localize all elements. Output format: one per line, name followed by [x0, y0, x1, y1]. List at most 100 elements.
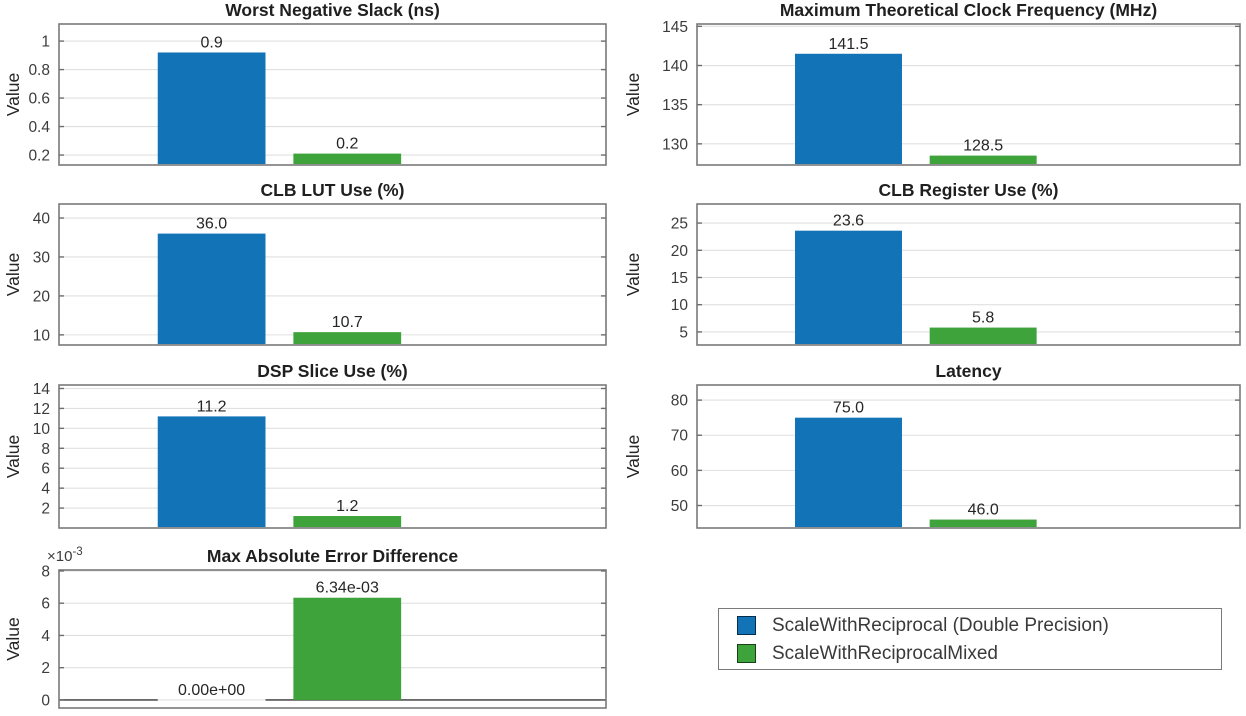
- y-axis-label: Value: [3, 435, 23, 478]
- y-tick-label: 10: [671, 297, 689, 314]
- chart-title: DSP Slice Use (%): [257, 361, 407, 381]
- bar-value-label: 6.34e-03: [316, 580, 379, 597]
- y-tick-label: 20: [671, 243, 689, 260]
- y-tick-label: 0.8: [28, 62, 50, 79]
- plot-box: [58, 203, 607, 346]
- subplot-worst-negative-slack: 0.9 0.2 0.2 0.4 0.6 0.8 1 Worst Negative Slack …: [0, 0, 620, 180]
- subplot-dsp-slice-use: 11.2 1.2 2 4 6 8 10 12 14 DSP Slice Use (%) Value: [0, 360, 620, 540]
- y-axis-label: Value: [3, 617, 23, 660]
- bar-scalewithreciprocalmixed: [293, 597, 402, 700]
- legend-swatch-series2-icon: [737, 643, 756, 663]
- y-axis-label: Value: [3, 73, 23, 116]
- plot-box: [696, 384, 1241, 529]
- y-tick-label: 10: [33, 327, 51, 344]
- plot-box: [58, 384, 607, 529]
- legend-entry-series2: ScaleWithReciprocalMixed: [737, 641, 1221, 665]
- y-tick-label: 40: [33, 211, 51, 228]
- y-axis-exponent-label: ×10-3: [47, 546, 83, 565]
- bar-value-label: 75.0: [833, 400, 864, 417]
- y-tick-label: 30: [33, 249, 51, 266]
- bar-scalewithreciprocalmixed: [293, 516, 402, 528]
- bar-value-label: 46.0: [968, 502, 999, 519]
- bar-scalewithreciprocalmixed: [293, 153, 402, 165]
- bar-scalewithreciprocalmixed: [293, 332, 402, 345]
- bar-scalewithreciprocal: [795, 53, 902, 165]
- y-tick-label: 25: [671, 216, 688, 233]
- y-tick-label: 135: [662, 97, 688, 114]
- y-tick-label: 8: [41, 441, 50, 458]
- bar-value-label: 0.00e+00: [178, 682, 245, 699]
- subplot-max-clock-frequency: 141.5 128.5 130 135 140 145 Maximum Theoretica…: [620, 0, 1246, 180]
- chart-title: Maximum Theoretical Clock Frequency (MHz…: [780, 0, 1157, 20]
- chart-title: Worst Negative Slack (ns): [225, 0, 440, 20]
- y-tick-label: 14: [33, 381, 51, 398]
- y-tick-label: 140: [662, 58, 688, 75]
- bar-value-label: 141.5: [828, 36, 868, 53]
- bar-scalewithreciprocal: [157, 52, 266, 165]
- y-axis-label: Value: [623, 253, 643, 296]
- chart-svg: 141.5 128.5 130 135 140 145 Maximum Theoretica…: [623, 0, 1241, 166]
- bar-value-label: 5.8: [972, 310, 994, 327]
- plot-box: [696, 203, 1241, 346]
- bar-value-label: 23.6: [833, 213, 864, 230]
- y-tick-label: 15: [671, 270, 688, 287]
- subplot-latency: 75.0 46.0 50 60 70 80 Latency Value: [620, 360, 1246, 540]
- bar-value-label: 1.2: [336, 498, 358, 515]
- subplot-clb-register-use: 23.6 5.8 5 10 15 20 25 CLB Register Use (%) Valu…: [620, 180, 1246, 360]
- chart-title: Max Absolute Error Difference: [207, 546, 458, 566]
- y-tick-label: 4: [41, 628, 50, 645]
- y-tick-label: 70: [671, 428, 689, 445]
- bar-value-label: 128.5: [963, 138, 1003, 155]
- bar-value-label: 10.7: [332, 314, 363, 331]
- chart-title: CLB Register Use (%): [879, 180, 1059, 200]
- bar-scalewithreciprocal: [157, 233, 266, 345]
- y-tick-label: 4: [41, 481, 50, 498]
- plot-box: [696, 23, 1241, 166]
- y-tick-label: 0.4: [28, 119, 50, 136]
- subplot-clb-lut-use: 36.0 10.7 10 20 30 40 CLB LUT Use (%) Value: [0, 180, 620, 360]
- y-tick-label: 130: [662, 136, 688, 153]
- legend-label-series2: ScaleWithReciprocalMixed: [772, 642, 998, 664]
- legend-label-series1: ScaleWithReciprocal (Double Precision): [772, 614, 1109, 636]
- y-axis-label: Value: [3, 253, 23, 296]
- y-tick-label: 6: [41, 461, 50, 478]
- chart-svg: 0.00e+00 6.34e-03 0 2 4 6 8 Max Absolute Error …: [3, 546, 607, 709]
- bar-value-label: 11.2: [197, 398, 227, 415]
- y-tick-label: 0.2: [28, 148, 50, 165]
- y-tick-label: 145: [662, 19, 688, 36]
- chart-svg: 36.0 10.7 10 20 30 40 CLB LUT Use (%) Value: [3, 180, 607, 346]
- y-tick-label: 60: [671, 463, 689, 480]
- y-tick-label: 50: [671, 498, 689, 515]
- chart-title: Latency: [935, 361, 1001, 381]
- chart-svg: 23.6 5.8 5 10 15 20 25 CLB Register Use (%) Valu…: [623, 180, 1241, 346]
- y-tick-label: 12: [33, 401, 50, 418]
- legend-entry-series1: ScaleWithReciprocal (Double Precision): [737, 613, 1221, 637]
- y-tick-label: 1: [41, 34, 50, 51]
- y-axis-label: Value: [623, 73, 643, 116]
- plot-box: [58, 23, 607, 166]
- chart-svg: 0.9 0.2 0.2 0.4 0.6 0.8 1 Worst Negative Slack …: [3, 0, 607, 166]
- y-tick-label: 0: [41, 692, 50, 709]
- y-axis-label: Value: [623, 435, 643, 478]
- bar-scalewithreciprocalmixed: [929, 327, 1037, 345]
- bar-scalewithreciprocal: [795, 417, 902, 528]
- bar-value-label: 36.0: [196, 216, 227, 233]
- y-tick-label: 20: [33, 288, 51, 305]
- chart-svg: 75.0 46.0 50 60 70 80 Latency Value: [623, 361, 1241, 529]
- y-tick-label: 5: [679, 324, 688, 341]
- legend-swatch-series1-icon: [737, 615, 756, 635]
- bar-scalewithreciprocalmixed: [929, 519, 1037, 528]
- bar-value-label: 0.9: [200, 34, 222, 51]
- chart-title: CLB LUT Use (%): [261, 180, 405, 200]
- bar-scalewithreciprocalmixed: [929, 155, 1037, 165]
- y-tick-label: 80: [671, 393, 689, 410]
- bar-value-label: 0.2: [336, 136, 358, 153]
- plot-box: [58, 569, 607, 709]
- y-tick-label: 6: [41, 596, 50, 613]
- bar-scalewithreciprocal: [795, 230, 902, 345]
- subplot-max-absolute-error-difference: 0.00e+00 6.34e-03 0 2 4 6 8 Max Absolute Error …: [0, 540, 620, 716]
- bar-scalewithreciprocal: [157, 416, 266, 528]
- legend: ScaleWithReciprocal (Double Precision) S…: [718, 608, 1222, 670]
- y-tick-label: 10: [33, 421, 51, 438]
